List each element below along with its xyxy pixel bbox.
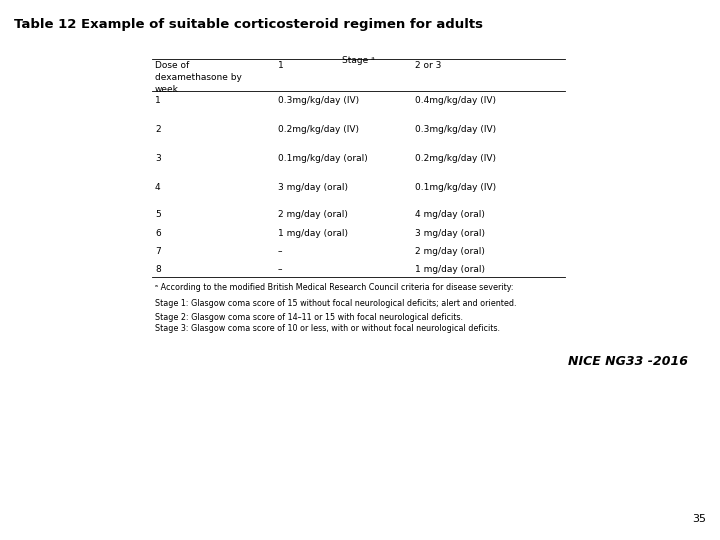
Text: 5: 5	[155, 210, 161, 219]
Text: 1 mg/day (oral): 1 mg/day (oral)	[415, 265, 485, 274]
Text: 1 mg/day (oral): 1 mg/day (oral)	[278, 229, 348, 238]
Text: 0.2mg/kg/day (IV): 0.2mg/kg/day (IV)	[415, 154, 496, 163]
Text: Table 12 Example of suitable corticosteroid regimen for adults: Table 12 Example of suitable corticoster…	[14, 18, 483, 31]
Text: 0.2mg/kg/day (IV): 0.2mg/kg/day (IV)	[278, 125, 359, 134]
Text: NICE NG33 -2016: NICE NG33 -2016	[568, 355, 688, 368]
Text: 2 or 3: 2 or 3	[415, 61, 441, 70]
Text: 7: 7	[155, 247, 161, 256]
Text: Stage 3: Glasgow coma score of 10 or less, with or without focal neurological de: Stage 3: Glasgow coma score of 10 or les…	[155, 324, 500, 333]
Text: –: –	[278, 247, 282, 256]
Text: Stage ᵃ: Stage ᵃ	[341, 56, 374, 65]
Text: Stage 1: Glasgow coma score of 15 without focal neurological deficits; alert and: Stage 1: Glasgow coma score of 15 withou…	[155, 299, 516, 308]
Text: 6: 6	[155, 229, 161, 238]
Text: 0.3mg/kg/day (IV): 0.3mg/kg/day (IV)	[415, 125, 496, 134]
Text: 3: 3	[155, 154, 161, 163]
Text: 4: 4	[155, 183, 161, 192]
Text: 0.1mg/kg/day (IV): 0.1mg/kg/day (IV)	[415, 183, 496, 192]
Text: 2: 2	[155, 125, 161, 134]
Text: 1: 1	[278, 61, 284, 70]
Text: ᵃ According to the modified British Medical Research Council criteria for diseas: ᵃ According to the modified British Medi…	[155, 283, 513, 292]
Text: 4 mg/day (oral): 4 mg/day (oral)	[415, 210, 485, 219]
Text: 2 mg/day (oral): 2 mg/day (oral)	[415, 247, 485, 256]
Text: 35: 35	[692, 514, 706, 524]
Text: 1: 1	[155, 96, 161, 105]
Text: 0.1mg/kg/day (oral): 0.1mg/kg/day (oral)	[278, 154, 368, 163]
Text: 2 mg/day (oral): 2 mg/day (oral)	[278, 210, 348, 219]
Text: 0.4mg/kg/day (IV): 0.4mg/kg/day (IV)	[415, 96, 496, 105]
Text: –: –	[278, 265, 282, 274]
Text: Dose of
dexamethasone by
week: Dose of dexamethasone by week	[155, 61, 242, 93]
Text: 3 mg/day (oral): 3 mg/day (oral)	[415, 229, 485, 238]
Text: Stage 2: Glasgow coma score of 14–11 or 15 with focal neurological deficits.: Stage 2: Glasgow coma score of 14–11 or …	[155, 313, 463, 322]
Text: 0.3mg/kg/day (IV): 0.3mg/kg/day (IV)	[278, 96, 359, 105]
Text: 8: 8	[155, 265, 161, 274]
Text: 3 mg/day (oral): 3 mg/day (oral)	[278, 183, 348, 192]
